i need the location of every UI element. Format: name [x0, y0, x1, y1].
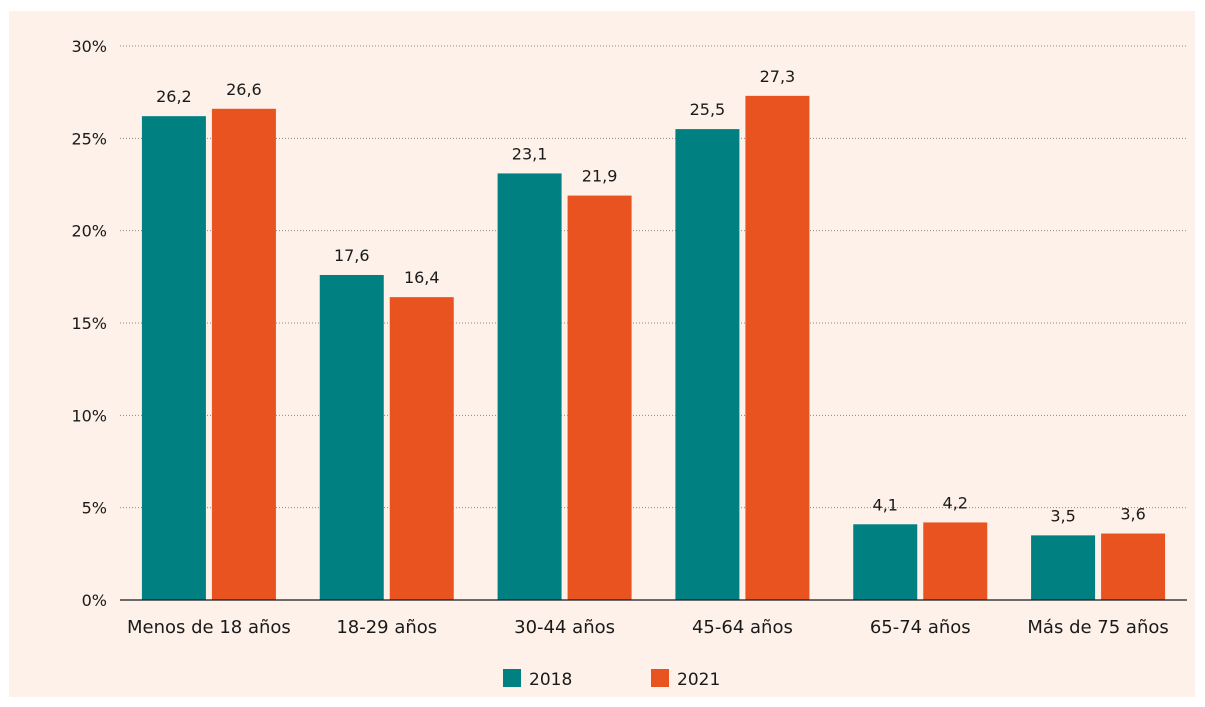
y-tick-label: 20% — [71, 222, 107, 241]
category-label: Más de 75 años — [1027, 617, 1168, 638]
value-labels: 26,2 26,6 17,6 16,4 23,1 21,9 25,5 27,3 4,1 4,2 3,… — [156, 67, 1146, 526]
bars — [141, 95, 1166, 601]
value-label: 4,2 — [943, 493, 968, 512]
legend-swatch-2018 — [503, 669, 521, 687]
value-label: 21,9 — [582, 167, 618, 186]
category-label: 18-29 años — [336, 617, 437, 638]
value-label: 26,6 — [226, 80, 262, 99]
y-axis-ticks: 0% 5% 10% 15% 20% 25% 30% — [71, 37, 107, 610]
bar-2018-4 — [675, 129, 740, 600]
category-label: 65-74 años — [870, 617, 971, 638]
bar-2021-4 — [745, 95, 810, 601]
y-tick-label: 15% — [71, 314, 107, 333]
value-label: 17,6 — [334, 246, 370, 265]
bar-2018-3 — [497, 173, 562, 601]
bar-2021-6 — [1101, 533, 1166, 600]
y-tick-label: 30% — [71, 37, 107, 56]
legend-label: 2018 — [529, 670, 572, 690]
bar-2018-1 — [141, 116, 206, 600]
value-label: 23,1 — [512, 144, 548, 163]
legend: 2018 2021 — [503, 669, 720, 690]
y-tick-label: 25% — [71, 129, 107, 148]
value-label: 3,5 — [1050, 506, 1075, 525]
bar-2021-5 — [923, 522, 988, 600]
bar-2021-1 — [211, 108, 276, 600]
y-tick-label: 10% — [71, 406, 107, 425]
value-label: 25,5 — [690, 100, 726, 119]
y-tick-label: 5% — [82, 499, 107, 518]
value-label: 4,1 — [873, 495, 898, 514]
value-label: 16,4 — [404, 268, 440, 287]
bar-2021-2 — [389, 297, 454, 600]
gridlines — [120, 45, 1187, 509]
y-tick-label: 0% — [82, 591, 107, 610]
bar-2021-3 — [567, 195, 632, 600]
legend-swatch-2021 — [651, 669, 669, 687]
legend-label: 2021 — [677, 670, 720, 690]
value-label: 3,6 — [1120, 505, 1145, 524]
bar-2018-2 — [319, 274, 384, 600]
category-label: 30-44 años — [514, 617, 615, 638]
x-axis-categories: Menos de 18 años 18-29 años 30-44 años 45-6… — [127, 617, 1169, 638]
value-label: 27,3 — [760, 67, 796, 86]
value-label: 26,2 — [156, 87, 192, 106]
bar-2018-6 — [1031, 535, 1096, 600]
category-label: 45-64 años — [692, 617, 793, 638]
bar-2018-5 — [853, 524, 918, 600]
category-label: Menos de 18 años — [127, 617, 291, 638]
